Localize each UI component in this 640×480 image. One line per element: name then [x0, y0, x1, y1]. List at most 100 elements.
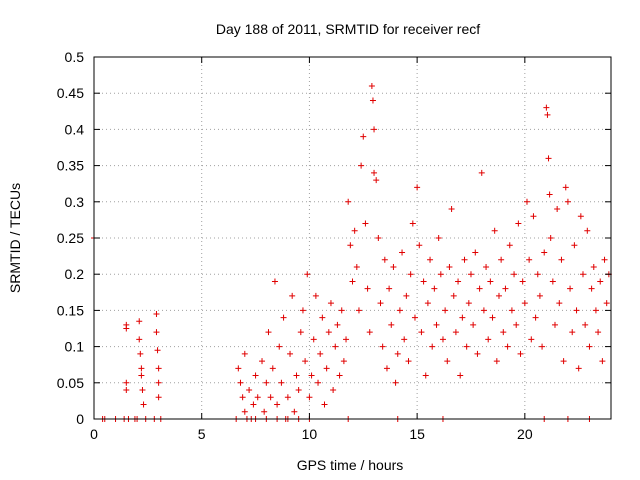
data-point [588, 285, 595, 292]
data-point [403, 292, 410, 299]
data-point [252, 372, 259, 379]
data-point [480, 307, 487, 314]
data-point [564, 198, 571, 205]
data-point [302, 358, 309, 365]
data-point [347, 242, 354, 249]
data-point [136, 336, 143, 343]
data-point [371, 126, 378, 133]
data-point [444, 358, 451, 365]
data-point [239, 394, 246, 401]
y-tick-label: 0.25 [57, 230, 84, 246]
x-tick-label: 5 [198, 426, 206, 442]
data-point [355, 307, 362, 314]
data-point [493, 358, 500, 365]
data-point [603, 300, 610, 307]
data-point [551, 321, 558, 328]
data-point [327, 300, 334, 307]
y-tick-labels: 0 0.05 0.1 0.15 0.2 0.25 0.3 0.35 0.4 0.45 0.5 [57, 49, 84, 427]
data-point [577, 213, 584, 220]
data-point [235, 365, 242, 372]
data-point [457, 372, 464, 379]
data-point [487, 278, 494, 285]
data-point [411, 314, 418, 321]
data-point [536, 292, 543, 299]
data-point [330, 387, 337, 394]
data-point [325, 329, 332, 336]
data-point [422, 372, 429, 379]
data-point [343, 336, 350, 343]
data-point [599, 358, 606, 365]
data-point [582, 321, 589, 328]
data-point [299, 307, 306, 314]
data-point [554, 206, 561, 213]
y-tick-label: 0.05 [57, 375, 84, 391]
data-point [420, 278, 427, 285]
data-point [368, 82, 375, 89]
data-point [459, 314, 466, 321]
plot-frame [93, 56, 612, 420]
data-point [263, 379, 270, 386]
data-point [519, 278, 526, 285]
data-point [155, 379, 162, 386]
y-tick-label: 0 [76, 411, 84, 427]
data-point [409, 220, 416, 227]
data-point [504, 343, 511, 350]
data-point [461, 256, 468, 263]
data-point [366, 329, 373, 336]
y-axis-label: SRMTID / TECUs [7, 183, 23, 293]
y-tick-label: 0.5 [65, 49, 85, 65]
data-point [495, 292, 502, 299]
data-point [399, 249, 406, 256]
data-point [414, 184, 421, 191]
data-point [547, 235, 554, 241]
data-point [373, 177, 380, 184]
data-point [437, 271, 444, 278]
data-point [259, 358, 266, 365]
data-point [476, 285, 483, 292]
data-point [544, 111, 551, 118]
data-point [369, 97, 376, 104]
data-point [485, 336, 492, 343]
x-tick-label: 20 [517, 426, 533, 442]
data-point [586, 343, 593, 350]
data-point [573, 307, 580, 314]
data-point [396, 307, 403, 314]
data-point [310, 336, 317, 343]
x-axis-label: GPS time / hours [297, 457, 404, 473]
x-tick-label: 0 [90, 426, 98, 442]
axis-ticks [93, 56, 611, 420]
data-point [383, 365, 390, 372]
data-point [381, 256, 388, 263]
data-point [498, 256, 505, 263]
data-point [442, 307, 449, 314]
data-point [334, 321, 341, 328]
data-point [448, 206, 455, 213]
data-point [424, 300, 431, 307]
data-point [137, 350, 144, 357]
data-point [506, 242, 513, 249]
data-point [592, 307, 599, 314]
data-point [478, 169, 485, 176]
data-point [371, 169, 378, 176]
data-point [483, 263, 490, 270]
data-point [416, 242, 423, 249]
data-point [351, 227, 358, 234]
data-point [123, 379, 130, 386]
data-point [489, 314, 496, 321]
data-point [123, 387, 130, 394]
data-point [375, 235, 382, 241]
data-point [474, 350, 481, 357]
data-point [530, 213, 537, 220]
data-point [323, 365, 330, 372]
data-point [153, 329, 160, 336]
data-point [465, 300, 472, 307]
data-point [439, 336, 446, 343]
data-point [289, 292, 296, 299]
data-point [569, 329, 576, 336]
data-point [364, 285, 371, 292]
data-point [556, 300, 563, 307]
data-point [575, 365, 582, 372]
chart-title: Day 188 of 2011, SRMTID for receiver rec… [216, 21, 480, 37]
data-point [336, 372, 343, 379]
